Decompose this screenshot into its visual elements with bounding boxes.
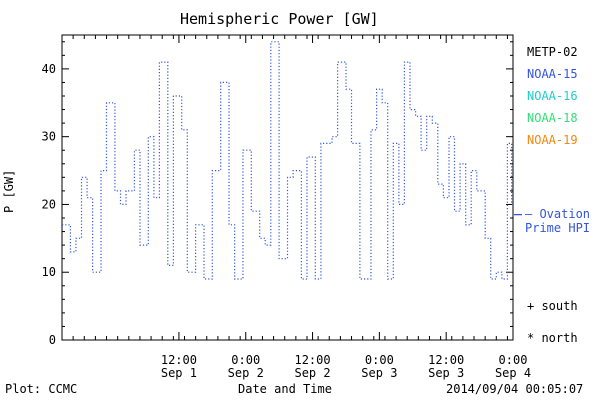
x-axis-label: Date and Time xyxy=(238,382,332,396)
ovation-label: — Ovation xyxy=(525,207,591,221)
x-tick-date-label: Sep 2 xyxy=(294,366,330,380)
x-tick-date-label: Sep 4 xyxy=(495,366,531,380)
y-tick-label: 10 xyxy=(42,265,56,279)
prime-hpi-label: Prime HPI xyxy=(525,221,591,235)
legend-entry: NOAA-15 xyxy=(527,67,578,81)
series-noaa-15 xyxy=(62,41,513,280)
y-tick-label: 30 xyxy=(42,130,56,144)
x-tick-time-label: 0:00 xyxy=(365,353,394,367)
legend-entry: NOAA-18 xyxy=(527,111,578,125)
x-tick-time-label: 12:00 xyxy=(294,353,330,367)
north-marker-label: * north xyxy=(527,331,578,345)
legend-entry: NOAA-19 xyxy=(527,133,578,147)
x-tick-date-label: Sep 3 xyxy=(428,366,464,380)
y-axis-label: P [GW] xyxy=(2,169,16,213)
x-tick-time-label: 12:00 xyxy=(161,353,197,367)
chart-title: Hemispheric Power [GW] xyxy=(180,10,379,28)
y-tick-label: 0 xyxy=(49,333,56,347)
x-tick-date-label: Sep 2 xyxy=(228,366,264,380)
x-tick-time-label: 0:00 xyxy=(231,353,260,367)
legend-entry: METP-02 xyxy=(527,45,578,59)
plot-frame xyxy=(61,34,514,341)
x-tick-time-label: 0:00 xyxy=(499,353,528,367)
footer-plot-source: Plot: CCMC xyxy=(5,382,78,396)
x-tick-date-label: Sep 1 xyxy=(161,366,197,380)
series-line-noaa-15 xyxy=(62,41,513,280)
y-tick-label: 40 xyxy=(42,62,56,76)
x-tick-date-label: Sep 3 xyxy=(361,366,397,380)
x-tick-time-label: 12:00 xyxy=(428,353,464,367)
legend-entry: NOAA-16 xyxy=(527,89,578,103)
footer-timestamp: 2014/09/04 00:05:07 xyxy=(446,382,584,396)
y-tick-label: 20 xyxy=(42,197,56,211)
south-marker-label: + south xyxy=(527,299,578,313)
